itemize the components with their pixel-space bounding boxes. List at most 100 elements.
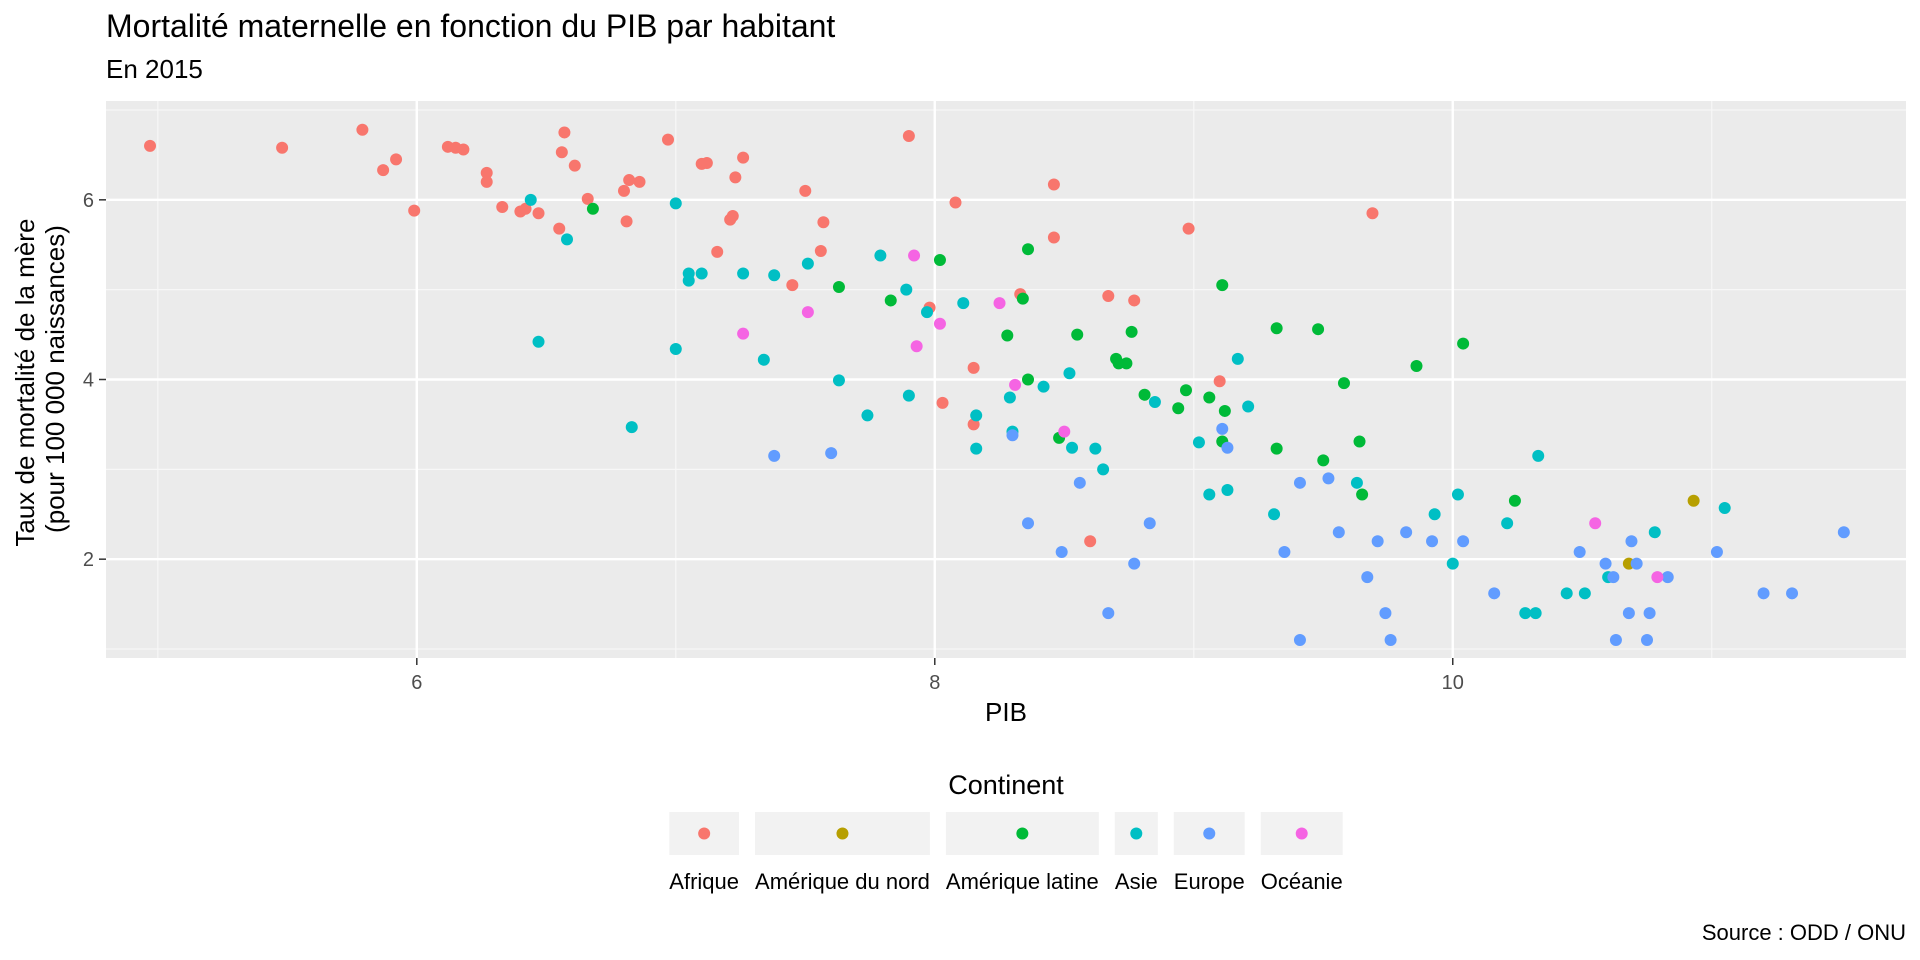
data-point — [669, 197, 682, 210]
data-point — [1022, 517, 1035, 530]
data-point — [1203, 391, 1216, 404]
data-point — [993, 297, 1006, 310]
data-point — [861, 409, 874, 422]
data-point — [1221, 441, 1234, 454]
data-point — [1221, 484, 1234, 497]
legend-item: Amérique du nord — [755, 812, 930, 894]
legend-label: Amérique latine — [946, 869, 1099, 894]
data-point — [757, 353, 770, 366]
legend-symbol — [698, 827, 711, 840]
legend-item: Asie — [1114, 812, 1158, 894]
data-point — [1089, 442, 1102, 455]
y-axis-ticks: 2 4 6 — [83, 190, 106, 571]
legend: Afrique Amérique du nord Amérique latine As… — [669, 812, 1343, 894]
legend-symbol — [836, 827, 849, 840]
data-point — [1128, 294, 1141, 307]
data-point — [711, 245, 724, 258]
data-point — [1192, 436, 1205, 449]
data-point — [1361, 571, 1374, 584]
data-point — [1661, 571, 1674, 584]
data-point — [1180, 384, 1192, 397]
y-tick-label: 4 — [83, 370, 94, 392]
data-point — [1270, 322, 1283, 335]
data-point — [356, 123, 369, 136]
data-point — [1055, 545, 1068, 558]
data-point — [682, 274, 695, 287]
chart-subtitle: En 2015 — [106, 54, 203, 84]
data-point — [884, 294, 897, 307]
data-point — [801, 306, 814, 319]
data-point — [1322, 472, 1335, 485]
data-point — [586, 202, 599, 215]
x-tick-label: 8 — [929, 672, 940, 694]
data-point — [1001, 329, 1014, 342]
data-point — [1371, 535, 1384, 548]
data-point — [480, 175, 493, 188]
data-point — [1410, 360, 1423, 373]
data-point — [967, 361, 980, 374]
data-point — [1293, 634, 1306, 647]
data-point — [1426, 535, 1439, 548]
legend-label: Asie — [1115, 869, 1158, 894]
data-point — [1071, 328, 1084, 341]
data-point — [936, 396, 949, 409]
data-point — [799, 184, 812, 197]
data-point — [970, 409, 983, 422]
data-point — [814, 245, 827, 258]
data-point — [1213, 375, 1226, 388]
source-caption: Source : ODD / ONU — [1701, 920, 1906, 945]
data-point — [1573, 545, 1586, 558]
data-point — [617, 184, 630, 197]
data-point — [1379, 607, 1392, 620]
data-point — [1073, 476, 1086, 489]
data-point — [1400, 526, 1413, 539]
data-point — [1102, 607, 1115, 620]
data-point — [1609, 634, 1622, 647]
y-axis-title-line-2: (pour 100 000 naissances) — [40, 225, 70, 533]
data-point — [1651, 571, 1664, 584]
data-point — [1457, 535, 1470, 548]
data-points — [144, 123, 1850, 647]
data-point — [1143, 517, 1156, 530]
data-point — [1428, 508, 1441, 521]
legend-label: Océanie — [1261, 869, 1343, 894]
data-point — [1488, 587, 1501, 600]
data-point — [1457, 337, 1470, 350]
data-point — [726, 209, 739, 222]
x-tick-label: 6 — [411, 672, 422, 694]
data-point — [1578, 587, 1591, 600]
data-point — [568, 159, 581, 172]
data-point — [1350, 476, 1363, 489]
data-point — [524, 193, 537, 206]
data-point — [957, 297, 970, 310]
data-point — [1128, 557, 1141, 570]
data-point — [1560, 587, 1573, 600]
data-point — [1063, 367, 1076, 380]
data-point — [662, 133, 675, 146]
data-point — [1607, 571, 1620, 584]
data-point — [1138, 388, 1151, 401]
data-point — [1786, 587, 1799, 600]
data-point — [1216, 279, 1229, 292]
data-point — [1047, 178, 1060, 191]
data-point — [1148, 395, 1161, 408]
y-axis-title: Taux de mortalité de la mère (pour 100 0… — [10, 211, 70, 546]
data-point — [1630, 557, 1643, 570]
data-point — [949, 196, 962, 209]
data-point — [737, 327, 750, 340]
data-point — [1718, 501, 1731, 514]
legend-symbol — [1295, 827, 1308, 840]
data-point — [1022, 243, 1035, 256]
legend-symbol — [1016, 827, 1029, 840]
data-point — [1599, 557, 1612, 570]
data-point — [519, 202, 532, 215]
legend-symbol — [1130, 827, 1143, 840]
data-point — [1066, 441, 1079, 454]
data-point — [1268, 508, 1281, 521]
data-point — [1278, 545, 1291, 558]
data-point — [555, 146, 568, 159]
data-point — [1058, 425, 1071, 438]
data-point — [1022, 373, 1035, 386]
data-point — [457, 143, 470, 156]
